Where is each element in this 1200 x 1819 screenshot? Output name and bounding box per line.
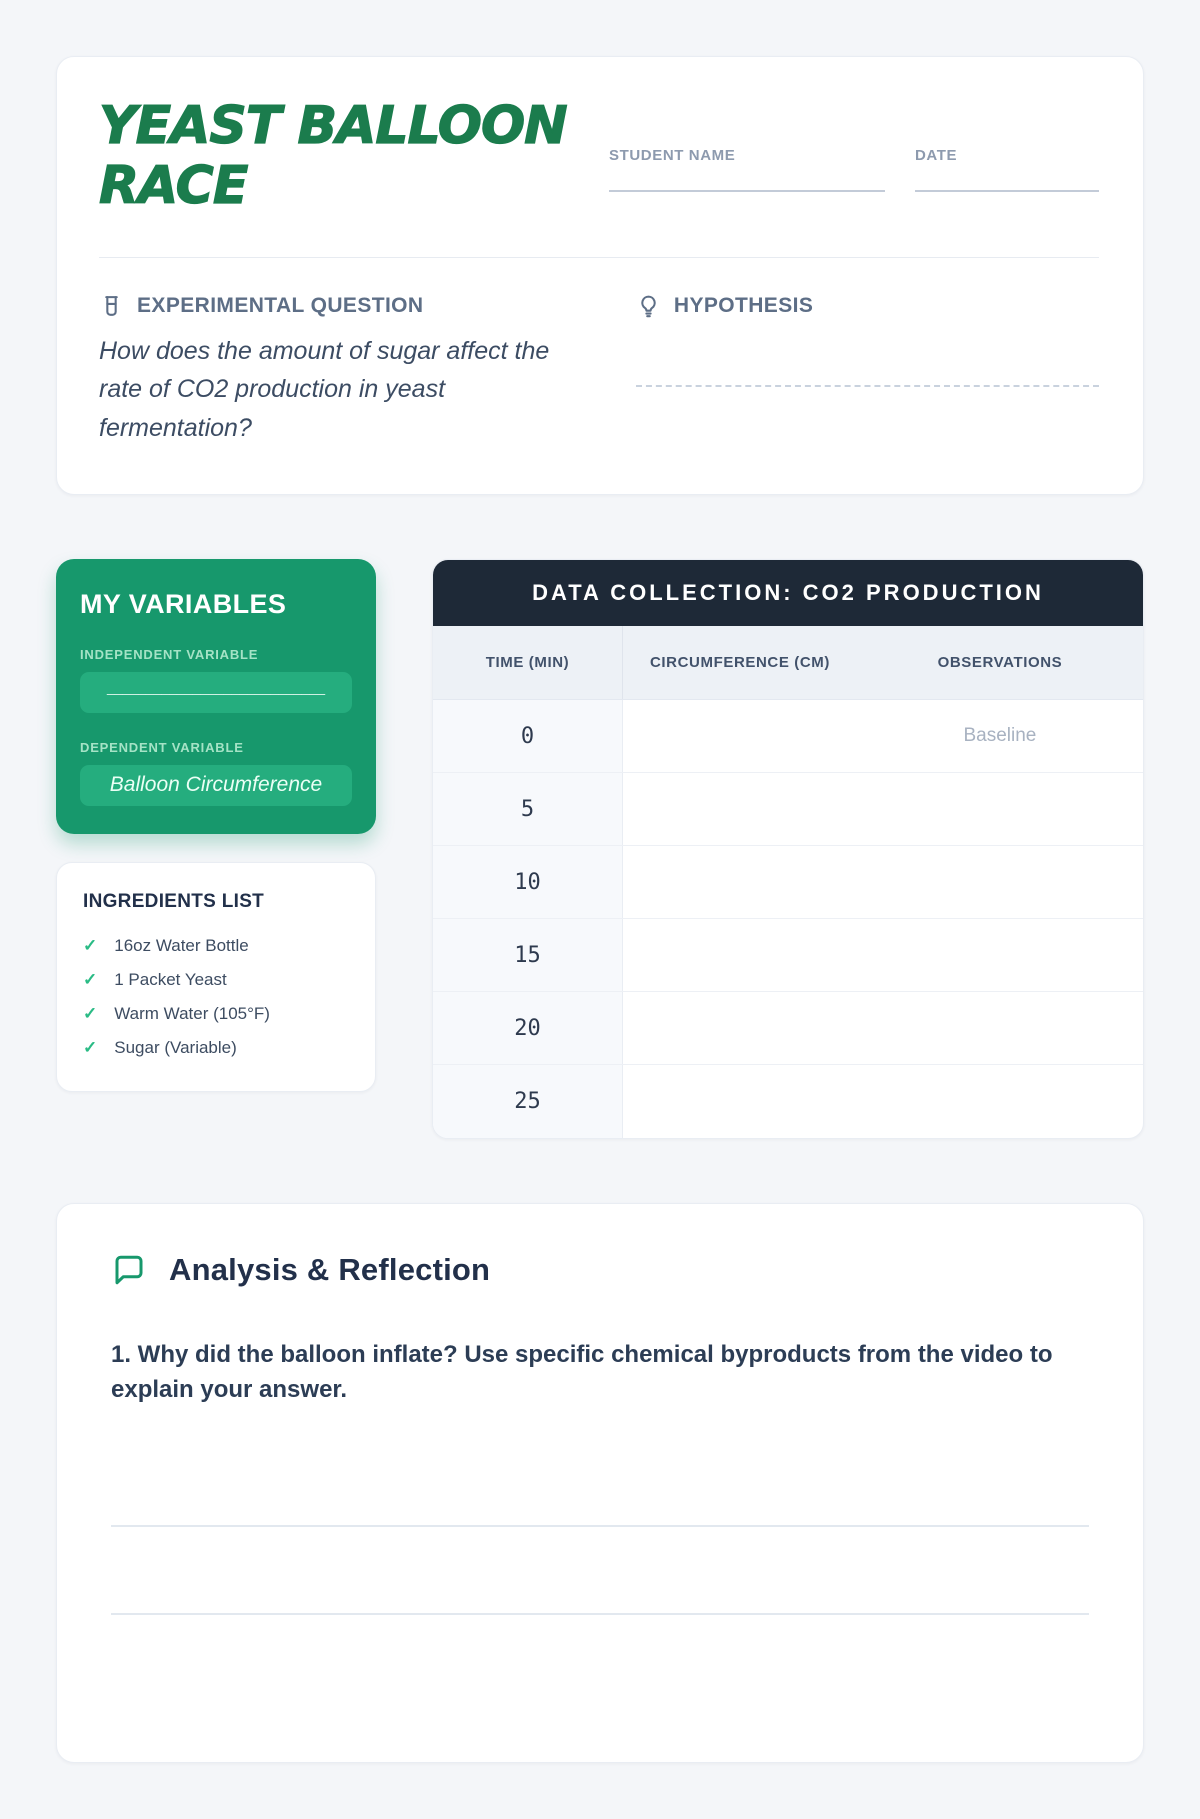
list-item: ✓ Sugar (Variable): [83, 1031, 349, 1065]
my-variables-card: MY VARIABLES INDEPENDENT VARIABLE ______…: [56, 558, 376, 834]
table-row: 0 Baseline: [433, 699, 1143, 774]
ingredient-text: 16oz Water Bottle: [114, 935, 249, 955]
table-row: 25: [433, 1064, 1143, 1138]
column-header-observations: OBSERVATIONS: [856, 625, 1143, 701]
time-cell: 15: [433, 918, 624, 993]
circumference-cell[interactable]: [622, 845, 857, 920]
analysis-card: Analysis & Reflection 1. Why did the bal…: [56, 1202, 1144, 1763]
check-icon: ✓: [83, 1003, 98, 1023]
date-input-line[interactable]: [915, 190, 1099, 192]
time-cell: 5: [433, 772, 624, 847]
answer-input-line[interactable]: [111, 1425, 1089, 1528]
list-item: ✓ 1 Packet Yeast: [83, 963, 349, 997]
date-label: DATE: [915, 147, 958, 164]
ingredients-card: INGREDIENTS LIST ✓ 16oz Water Bottle ✓ 1…: [56, 861, 376, 1092]
analysis-title: Analysis & Reflection: [169, 1251, 491, 1287]
column-header-time: TIME (MIN): [433, 625, 624, 701]
circumference-cell[interactable]: [622, 918, 857, 993]
student-name-field[interactable]: STUDENT NAME: [609, 147, 885, 192]
ingredients-list: ✓ 16oz Water Bottle ✓ 1 Packet Yeast ✓ W…: [83, 929, 349, 1065]
circumference-cell[interactable]: [623, 1065, 857, 1138]
header-divider: [99, 256, 1099, 258]
time-cell: 0: [433, 699, 624, 774]
check-icon: ✓: [83, 935, 98, 955]
independent-variable-input[interactable]: ____________________________: [80, 671, 352, 713]
hypothesis-input-line[interactable]: [635, 384, 1099, 387]
my-variables-title: MY VARIABLES: [80, 588, 287, 619]
check-icon: ✓: [83, 969, 98, 989]
analysis-question-1: 1. Why did the balloon inflate? Use spec…: [111, 1340, 1053, 1403]
ingredients-title: INGREDIENTS LIST: [83, 890, 265, 912]
observations-cell[interactable]: [856, 772, 1143, 847]
table-row: 20: [433, 991, 1143, 1066]
student-name-input-line[interactable]: [609, 190, 885, 192]
check-icon: ✓: [83, 1037, 98, 1057]
list-item: ✓ 16oz Water Bottle: [83, 929, 349, 963]
circumference-cell[interactable]: [622, 991, 857, 1066]
experimental-question-title: EXPERIMENTAL QUESTION: [137, 294, 424, 318]
data-collection-table: TIME (MIN) CIRCUMFERENCE (CM) OBSERVATIO…: [433, 625, 1143, 1138]
experimental-question-section: EXPERIMENTAL QUESTION How does the amoun…: [99, 294, 590, 448]
lightbulb-icon: [641, 295, 656, 317]
ingredient-text: Warm Water (105°F): [114, 1003, 270, 1023]
beaker-icon: [105, 295, 118, 316]
table-title-bar: DATA COLLECTION: CO2 PRODUCTION: [433, 559, 1143, 626]
dependent-variable-value[interactable]: Balloon Circumference: [80, 764, 352, 806]
observations-cell[interactable]: [857, 1065, 1143, 1138]
answer-area: [111, 1425, 1089, 1616]
column-header-circumference: CIRCUMFERENCE (CM): [622, 625, 857, 701]
observations-cell[interactable]: [856, 845, 1143, 920]
ingredient-text: 1 Packet Yeast: [114, 969, 227, 989]
circumference-cell[interactable]: [622, 699, 857, 774]
answer-input-line[interactable]: [111, 1527, 1089, 1616]
hypothesis-title: HYPOTHESIS: [673, 294, 814, 318]
page-title: YEAST BALLOON RACE: [98, 96, 568, 217]
independent-variable-label: INDEPENDENT VARIABLE: [80, 646, 259, 662]
circumference-cell[interactable]: [622, 772, 857, 847]
dependent-variable-label: DEPENDENT VARIABLE: [80, 739, 244, 755]
hypothesis-section: HYPOTHESIS: [635, 294, 1099, 448]
observations-cell[interactable]: [856, 991, 1143, 1066]
student-name-label: STUDENT NAME: [609, 147, 736, 164]
ingredient-text: Sugar (Variable): [114, 1037, 237, 1057]
speech-bubble-icon: [115, 1255, 143, 1285]
data-collection-table-card: DATA COLLECTION: CO2 PRODUCTION TIME (MI…: [432, 558, 1144, 1139]
table-row: 5: [433, 772, 1143, 847]
observations-cell[interactable]: [856, 918, 1143, 993]
header-card: YEAST BALLOON RACE STUDENT NAME DATE: [56, 56, 1144, 495]
table-row: 15: [433, 918, 1143, 993]
list-item: ✓ Warm Water (105°F): [83, 997, 349, 1031]
experimental-question-text: How does the amount of sugar affect the …: [99, 336, 550, 443]
date-field[interactable]: DATE: [915, 147, 1099, 192]
time-cell: 25: [433, 1064, 624, 1138]
table-title: DATA COLLECTION: CO2 PRODUCTION: [532, 579, 1044, 605]
time-cell: 20: [433, 991, 624, 1066]
table-header-row: TIME (MIN) CIRCUMFERENCE (CM) OBSERVATIO…: [433, 625, 1143, 701]
observations-cell[interactable]: Baseline: [856, 699, 1143, 774]
table-row: 10: [433, 845, 1143, 920]
time-cell: 10: [433, 845, 624, 920]
